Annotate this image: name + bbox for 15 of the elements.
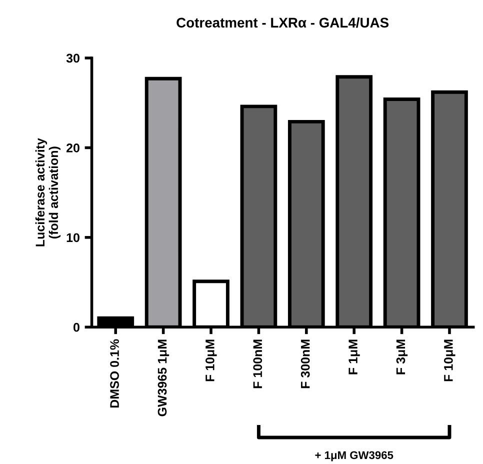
y-tick-label: 20 (66, 144, 80, 152)
x-tick-label: F 1μM (348, 340, 360, 374)
x-tick-label: F 100nM (253, 340, 262, 388)
x-tick-label: DMSO 0.1% (110, 339, 119, 408)
y-tick-label: 0 (74, 322, 80, 332)
y-tick-label: 30 (66, 54, 80, 63)
text: + 1μM GW3965 (315, 451, 394, 462)
y-axis-title: Luciferase activity (fold activation) (35, 138, 61, 246)
x-tick-label: F 300nM (300, 340, 310, 388)
chart-title: Cotreatment - LXRα - GAL4/UAS (176, 17, 389, 28)
x-tick-label: F 3μM (396, 340, 408, 374)
y-tick-label: 10 (66, 233, 80, 242)
x-tick-label: F 10μM (444, 340, 456, 382)
x-tick-label: GW3965 1μM (158, 340, 170, 416)
x-tick-label: F 10μM (206, 340, 217, 382)
